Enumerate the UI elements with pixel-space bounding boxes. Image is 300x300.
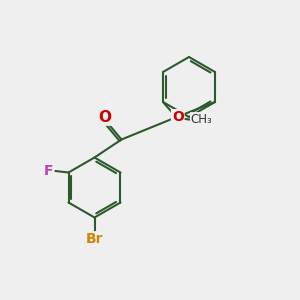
Text: Br: Br xyxy=(86,232,103,246)
Text: O: O xyxy=(98,110,111,125)
Text: F: F xyxy=(44,164,53,178)
Text: O: O xyxy=(172,110,184,124)
Text: CH₃: CH₃ xyxy=(191,113,213,126)
